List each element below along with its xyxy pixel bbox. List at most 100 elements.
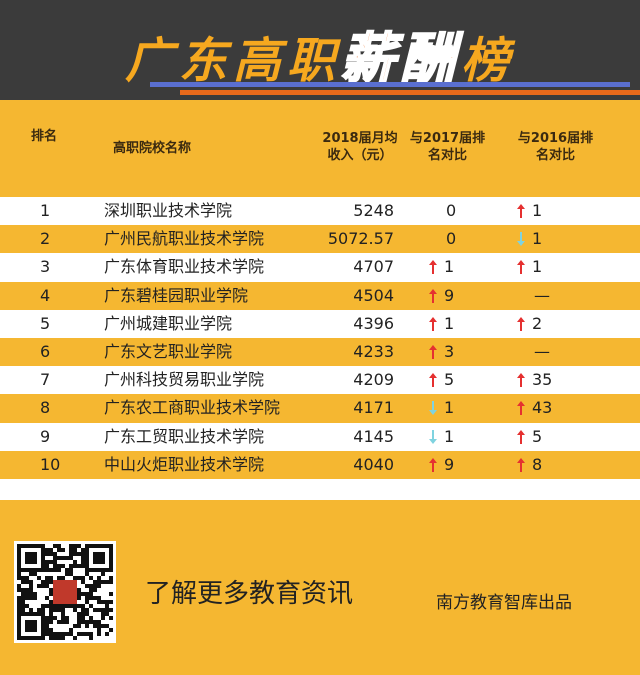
- qr-module: [73, 576, 77, 580]
- qr-module: [61, 636, 65, 640]
- qr-module: [85, 596, 89, 600]
- qr-module: [45, 620, 49, 624]
- qr-module: [53, 552, 57, 556]
- title-highlight: 薪酬: [340, 26, 461, 91]
- qr-module: [77, 588, 81, 592]
- salary: 4504: [353, 285, 394, 305]
- qr-module: [69, 552, 73, 556]
- arrow-shape: [517, 316, 525, 331]
- qr-module: [101, 580, 105, 584]
- rank: 1: [40, 201, 51, 220]
- qr-module: [89, 584, 93, 588]
- header-line: 名对比: [535, 148, 575, 163]
- arrow-shape: [429, 429, 437, 444]
- qr-module: [81, 576, 85, 580]
- qr-module: [69, 548, 73, 552]
- table-header: 排名 高职院校名称 2018届月均 收入（元） 与2017届排 名对比 与2016届排 名对比: [0, 100, 640, 196]
- qr-module: [77, 596, 81, 600]
- qr-module: [81, 612, 85, 616]
- qr-module: [69, 632, 73, 636]
- qr-module: [73, 564, 77, 568]
- rank-change: —: [534, 341, 550, 361]
- table-row: 5 广州城建职业学院 4396 1 2: [0, 309, 640, 338]
- qr-module: [89, 596, 93, 600]
- qr-module: [57, 556, 61, 560]
- arrow-shape: [517, 429, 525, 444]
- arrow-shape: [517, 232, 525, 247]
- rank-change: 0: [446, 201, 457, 220]
- table-row: 7 广州科技贸易职业学院 4209 5 35: [0, 366, 640, 395]
- qr-module: [49, 560, 53, 564]
- qr-module: [97, 608, 101, 612]
- arrow-shape: [429, 260, 437, 275]
- arrow-shape: [429, 316, 437, 331]
- qr-module: [37, 608, 41, 612]
- trend-arrow-up: [517, 429, 525, 444]
- qr-module: [85, 632, 89, 636]
- qr-module: [73, 604, 77, 608]
- salary: 4707: [353, 257, 394, 277]
- salary: 5248: [353, 201, 394, 220]
- qr-module: [65, 572, 69, 576]
- trend-arrow-up: [517, 316, 525, 331]
- rank: 5: [40, 313, 51, 333]
- qr-module: [53, 564, 57, 568]
- qr-module: [89, 576, 93, 580]
- qr-module: [37, 576, 41, 580]
- trend-arrow-up: [517, 260, 525, 275]
- rank: 7: [40, 370, 51, 390]
- school-name: 中山火炬职业技术学院: [104, 454, 265, 474]
- qr-module: [49, 632, 53, 636]
- qr-code: [14, 541, 116, 643]
- qr-module: [21, 588, 25, 592]
- qr-module: [65, 620, 69, 624]
- qr-module: [77, 544, 81, 548]
- qr-module: [85, 624, 89, 628]
- qr-module: [45, 548, 49, 552]
- qr-module: [81, 632, 85, 636]
- qr-module: [97, 580, 101, 584]
- salary: 4233: [353, 341, 394, 361]
- qr-module: [45, 552, 49, 556]
- school-name: 广州民航职业技术学院: [104, 229, 265, 249]
- qr-module: [81, 608, 85, 612]
- rank-change: 8: [532, 454, 543, 474]
- qr-module: [109, 600, 113, 604]
- qr-module: [57, 576, 61, 580]
- column-header: 与2016届排 名对比: [508, 130, 603, 164]
- qr-module: [81, 548, 85, 552]
- qr-module: [105, 632, 109, 636]
- qr-module: [57, 604, 61, 608]
- qr-module: [21, 580, 25, 584]
- qr-module: [85, 612, 89, 616]
- qr-module: [45, 580, 49, 584]
- column-header: 排名: [24, 128, 64, 145]
- arrow-shape: [517, 373, 525, 388]
- qr-module: [61, 608, 65, 612]
- table-row: 8 广东农工商职业技术学院 4171 1 43: [0, 394, 640, 423]
- qr-module: [61, 564, 65, 568]
- qr-module: [21, 608, 25, 612]
- qr-module: [45, 604, 49, 608]
- qr-module: [69, 556, 73, 560]
- qr-module: [57, 620, 61, 624]
- qr-module: [105, 604, 109, 608]
- trend-arrow-up: [517, 457, 525, 472]
- qr-module: [81, 592, 85, 596]
- qr-module: [89, 620, 93, 624]
- qr-module: [49, 620, 53, 624]
- footer-publisher: 南方教育智库出品: [436, 593, 572, 613]
- qr-module: [69, 572, 73, 576]
- qr-module: [101, 600, 105, 604]
- qr-module: [49, 608, 53, 612]
- qr-module: [89, 616, 93, 620]
- qr-module: [53, 608, 57, 612]
- qr-module: [53, 616, 57, 620]
- qr-module: [41, 580, 45, 584]
- qr-module: [97, 624, 101, 628]
- qr-module: [29, 588, 33, 592]
- qr-module: [89, 588, 93, 592]
- stripe: [180, 90, 640, 95]
- school-name: 广东碧桂园职业学院: [104, 285, 249, 305]
- qr-module: [77, 564, 81, 568]
